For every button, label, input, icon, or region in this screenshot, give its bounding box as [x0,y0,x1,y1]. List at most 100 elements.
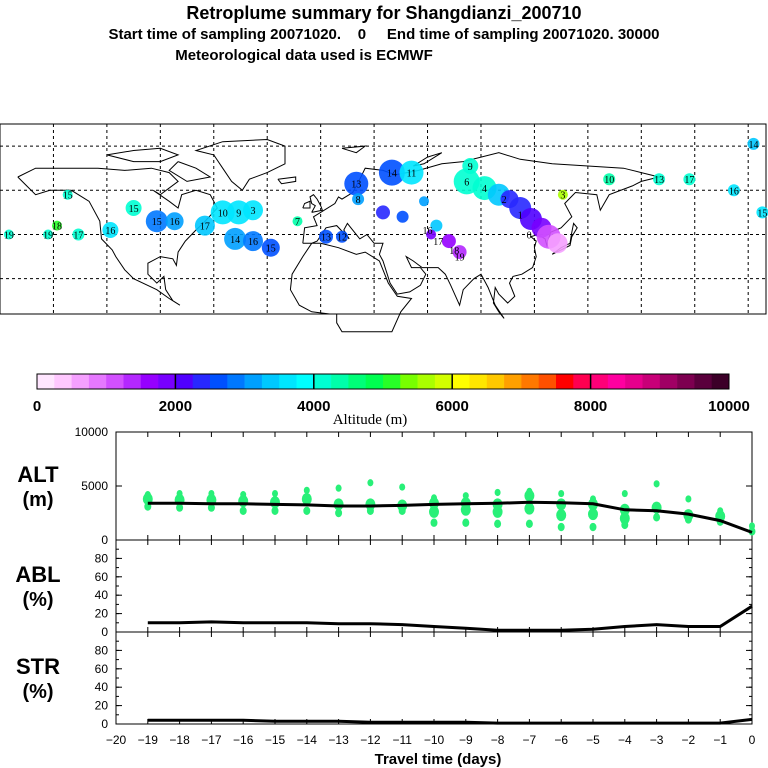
plume-cluster [683,173,696,186]
altitude-point [176,503,184,512]
colorbar-label: Altitude (m) [333,412,408,428]
x-tick-label: −2 [682,733,696,747]
plume-cluster [194,215,215,236]
y-tick-label: 0 [101,717,108,731]
panel-unit: (m) [22,489,53,511]
altitude-point [524,502,535,515]
colorbar-swatch [625,374,643,389]
plume-day-label: 12 [337,233,347,244]
colorbar-swatch [331,374,349,389]
colorbar-swatch [54,374,72,389]
panel-frame [115,539,753,633]
colorbar-swatch [37,374,55,389]
altitude-point [207,503,215,512]
plume-cluster [426,229,437,240]
x-tick-label: −4 [618,733,632,747]
colorbar-swatch [417,374,436,389]
plume-cluster [292,216,303,227]
altitude-point [556,509,567,522]
coastlines [17,138,660,333]
plume-day-label: 15 [63,191,73,202]
colorbar-swatch [711,374,730,389]
altitude-point [684,515,692,524]
colorbar-swatch [175,374,193,389]
altitude-point [589,522,597,532]
str-line [147,717,753,725]
altitude-point [270,496,280,509]
plume-cluster [352,193,365,206]
colorbar-swatch [244,374,263,389]
altitude-point [621,520,629,530]
plume-cluster [52,220,62,231]
plume-day-label: 13 [351,180,361,191]
x-tick-label: −9 [459,733,473,747]
altitude-point [399,483,406,491]
colorbar-swatch [469,374,488,389]
colorbar-tick-label: 8000 [574,398,607,415]
altitude-point [653,513,661,522]
x-tick-label: −13 [328,733,349,747]
altitude-point [558,489,565,498]
plume-cluster [243,200,263,221]
plume-cluster [747,137,760,150]
colorbar [36,373,730,390]
plume-cluster [603,173,616,186]
colorbar-swatch [677,374,695,389]
map-gridlines [0,124,766,314]
altitude-point [494,519,502,528]
x-tick-label: −17 [201,733,222,747]
plume-day-label: 7 [295,217,300,228]
x-tick-label: −3 [650,733,664,747]
plume-cluster [62,189,73,200]
plume-day-label: 4 [482,184,487,195]
plume-day-label: 17 [433,237,443,248]
plume-day-label: 13 [321,233,331,244]
plume-cluster [430,219,443,232]
plume-day-label: 15 [757,208,767,219]
coastline-path [413,152,443,167]
altitude-point [333,498,344,511]
plume-cluster [243,231,263,252]
colorbar-swatch [210,374,228,389]
sampling-times: Start time of sampling 20071020. 0 End t… [108,26,660,43]
x-tick-label: −11 [392,733,412,747]
plume-cluster [145,210,168,233]
colorbar-swatch [607,374,626,389]
panel-unit: (%) [22,589,53,611]
plume-cluster [125,200,142,216]
coastline-path [106,147,180,163]
x-tick-label: −5 [586,733,600,747]
colorbar-swatch [106,374,124,389]
plume-cluster [396,210,409,223]
altitude-point [429,505,439,518]
altitude-point [335,484,342,492]
panel-label: STR [16,654,60,679]
x-tick-label: −16 [233,733,254,747]
x-tick-label: −8 [491,733,505,747]
coastline-path [194,138,286,192]
altitude-point [367,479,374,487]
time-series-panels: 1000050000ALT(m)806040200ABL(%)806040200… [15,425,755,747]
plume-day-label: 15 [129,204,139,215]
plume-day-label: 19 [43,231,53,242]
chart-title: Retroplume summary for Shangdianzi_20071… [186,3,582,23]
plume-day-label: 14 [387,169,397,180]
coastline-path [168,161,212,182]
plume-day-label: 14 [230,235,240,246]
coastline-path [277,176,297,185]
altitude-point [621,489,628,498]
x-tick-label: −18 [169,733,190,747]
x-tick-label: −12 [360,733,381,747]
plume-day-label: 18 [449,246,459,257]
colorbar-swatch [694,374,712,389]
colorbar-tick-label: 4000 [297,398,330,415]
x-tick-label: −19 [138,733,159,747]
y-tick-label: 60 [95,570,109,584]
plume-day-label: 15 [152,217,162,228]
plume-cluster [3,229,14,240]
plume-day-label: 16 [423,226,433,237]
plume-day-label: 15 [266,244,276,255]
altitude-point [366,506,374,516]
coastline-path [17,167,218,306]
altitude-point [653,480,660,488]
